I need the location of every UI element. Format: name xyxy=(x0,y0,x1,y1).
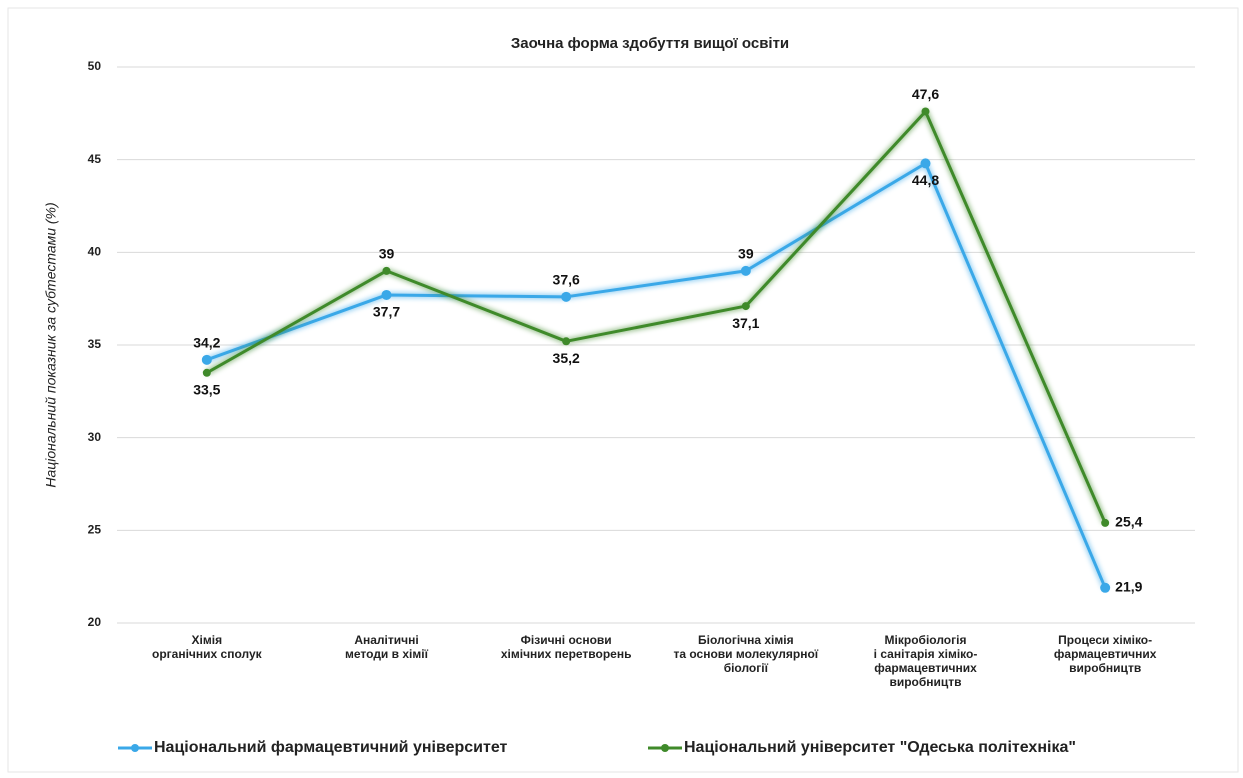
point xyxy=(562,337,571,346)
y-tick-label: 35 xyxy=(88,337,102,351)
x-tick-label-line: Аналітичні xyxy=(354,633,418,647)
x-tick-label-line: Фізичні основи xyxy=(521,633,612,647)
data-label: 37,6 xyxy=(553,272,580,288)
series-line xyxy=(206,161,1107,589)
point xyxy=(202,368,211,377)
x-tick-label-line: Біологічна хімія xyxy=(698,633,794,647)
point xyxy=(381,289,392,300)
y-tick-label: 30 xyxy=(88,430,102,444)
data-label: 21,9 xyxy=(1115,578,1142,594)
data-label: 37,7 xyxy=(373,304,400,320)
x-tick-label: Біологічна хімія та основи молекулярної бі… xyxy=(673,633,818,675)
x-tick-label-line: методи в хімії xyxy=(345,647,429,661)
point xyxy=(920,158,931,169)
y-axis-label: Національний показник за субтестами (%) xyxy=(43,202,59,487)
legend-marker xyxy=(131,744,139,752)
x-tick-label-line: біології xyxy=(724,661,769,675)
y-tick-label: 25 xyxy=(88,523,102,537)
x-tick-label-line: органічних сполук xyxy=(152,647,263,661)
data-label: 39 xyxy=(379,246,395,262)
x-tick-label: Процеси хіміко-фармацевтичних виробництв xyxy=(1054,633,1157,675)
y-tick-label: 50 xyxy=(88,59,102,73)
chart-frame xyxy=(7,7,1239,773)
x-tick-label-line: Хімія xyxy=(192,633,223,647)
data-label: 44,8 xyxy=(912,172,939,188)
legend-marker xyxy=(661,744,669,752)
x-tick-label-line: фармацевтичних xyxy=(1054,647,1157,661)
y-tick-label: 45 xyxy=(88,152,102,166)
chart-title: Заочна форма здобуття вищої освіти xyxy=(511,35,789,52)
data-label: 47,6 xyxy=(912,86,939,102)
point xyxy=(921,107,930,116)
x-tick-label-line: та основи молекулярної xyxy=(673,647,818,661)
x-tick-label: Хімія органічних сполук xyxy=(152,633,263,661)
data-label: 25,4 xyxy=(1115,514,1142,530)
x-tick-label-line: виробництв xyxy=(889,675,961,689)
data-label: 35,2 xyxy=(553,350,580,366)
y-tick-label: 20 xyxy=(88,615,102,629)
x-tick-label-line: хімічних перетворень xyxy=(501,647,632,661)
legend-label: Національний фармацевтичний університет xyxy=(154,739,508,756)
x-tick-label-line: виробництв xyxy=(1069,661,1141,675)
x-tick-label-line: Процеси хіміко- xyxy=(1058,633,1152,647)
data-label: 34,2 xyxy=(193,335,220,351)
point xyxy=(741,302,750,311)
data-label: 37,1 xyxy=(732,315,759,331)
x-tick-label: Фізичні основи хімічних перетворень xyxy=(501,633,632,661)
point xyxy=(740,265,751,276)
series-line xyxy=(206,109,1107,524)
x-tick-label-line: і санітарія хіміко- xyxy=(874,647,978,661)
point xyxy=(201,354,212,365)
legend-label: Національний університет "Одеська політе… xyxy=(684,739,1076,756)
point xyxy=(1100,582,1111,593)
x-tick-label: Мікробіологія і санітарія хіміко-фармацев… xyxy=(874,633,978,689)
x-tick-label-line: фармацевтичних xyxy=(874,661,977,675)
data-label: 33,5 xyxy=(193,382,220,398)
x-tick-label: Аналітичні методи в хімії xyxy=(345,633,429,661)
point xyxy=(561,291,572,302)
point xyxy=(382,266,391,275)
data-label: 39 xyxy=(738,246,754,262)
point xyxy=(1101,518,1110,527)
y-tick-label: 40 xyxy=(88,245,102,259)
x-tick-label-line: Мікробіологія xyxy=(885,633,967,647)
